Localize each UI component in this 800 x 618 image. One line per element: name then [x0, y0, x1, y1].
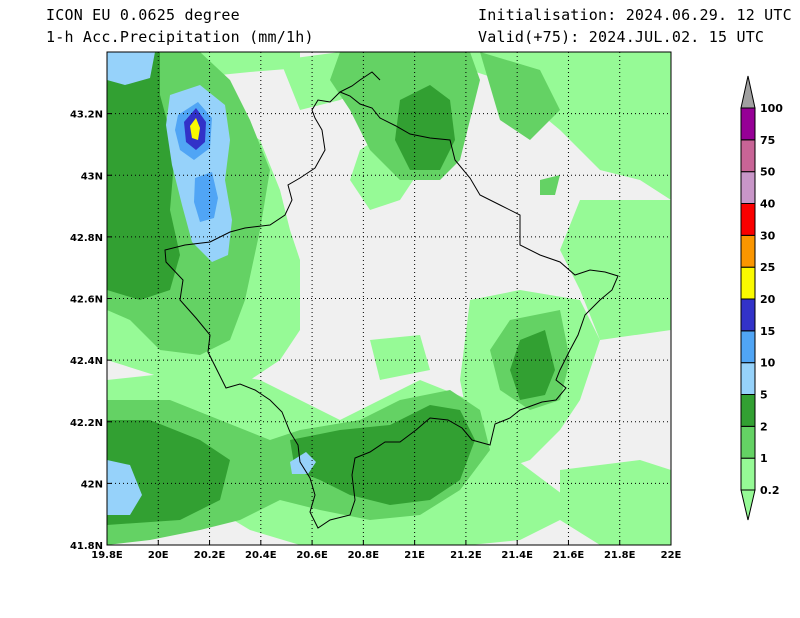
country-borders	[164, 71, 619, 529]
colorbar-label: 0.2	[760, 484, 780, 497]
colorbar-swatch	[740, 234, 756, 268]
colorbar-label: 15	[760, 325, 775, 338]
x-tick-label: 19.8E	[91, 550, 123, 561]
colorbar-swatch	[740, 394, 756, 427]
variable-title: 1-h Acc.Precipitation (mm/1h)	[46, 28, 314, 46]
colorbar-label: 25	[760, 261, 775, 274]
colorbar-swatch	[740, 107, 756, 141]
colorbar-swatch	[740, 298, 756, 332]
precip-band-2	[107, 52, 555, 525]
y-tick-label: 43N	[81, 171, 103, 182]
x-axis-labels: 19.8E 20E 20.2E 20.4E 20.6E 20.8E 21E 21.2E 21.4…	[91, 550, 681, 561]
colorbar-swatch	[740, 203, 756, 236]
precipitation-field	[107, 52, 671, 545]
x-tick-label: 21E	[404, 550, 425, 561]
colorbar-arrow-low	[740, 489, 756, 521]
x-tick-label: 21.8E	[604, 550, 636, 561]
y-tick-label: 42.6N	[70, 295, 103, 306]
y-tick-label: 42.4N	[70, 356, 103, 367]
y-tick-label: 41.8N	[70, 541, 103, 552]
colorbar-swatch	[740, 362, 756, 395]
x-tick-label: 20.8E	[348, 550, 380, 561]
y-axis-labels: 41.8N 42N 42.2N 42.4N 42.6N 42.8N 43N 43.2N	[70, 110, 103, 552]
precip-band-20	[190, 118, 200, 140]
x-tick-label: 20E	[148, 550, 169, 561]
y-tick-label: 43.2N	[70, 110, 103, 121]
colorbar-label: 30	[760, 229, 776, 242]
colorbar-label: 10	[760, 357, 776, 370]
colorbar-arrow-high	[740, 75, 756, 109]
colorbar-label: 100	[760, 102, 783, 115]
axis-ticks	[106, 113, 672, 546]
colorbar-label: 40	[760, 198, 776, 211]
model-title: ICON EU 0.0625 degree	[46, 6, 240, 24]
initialisation-time: Initialisation: 2024.06.29. 12 UTC	[478, 6, 792, 24]
colorbar-swatch	[740, 457, 756, 491]
x-tick-label: 20.6E	[296, 550, 328, 561]
y-tick-label: 42N	[81, 479, 103, 490]
colorbar-label: 50	[760, 166, 776, 179]
valid-time: Valid(+75): 2024.JUL.02. 15 UTC	[478, 28, 765, 46]
colorbar-label: 5	[760, 389, 768, 402]
x-tick-label: 22E	[661, 550, 682, 561]
x-tick-label: 21.4E	[501, 550, 533, 561]
y-tick-label: 42.8N	[70, 233, 103, 244]
x-tick-label: 20.2E	[194, 550, 226, 561]
colorbar-label: 20	[760, 293, 776, 306]
x-tick-label: 21.6E	[553, 550, 585, 561]
colorbar-label: 75	[760, 134, 775, 147]
colorbar-label: 1	[760, 452, 768, 465]
colorbar-swatch	[740, 171, 756, 205]
colorbar-swatch	[740, 139, 756, 173]
y-tick-label: 42.2N	[70, 418, 103, 429]
colorbar-swatch	[740, 425, 756, 459]
colorbar-swatch	[740, 330, 756, 364]
colorbar-swatch	[740, 266, 756, 300]
colorbar-label: 2	[760, 420, 768, 433]
x-tick-label: 21.2E	[450, 550, 482, 561]
x-tick-label: 20.4E	[245, 550, 277, 561]
